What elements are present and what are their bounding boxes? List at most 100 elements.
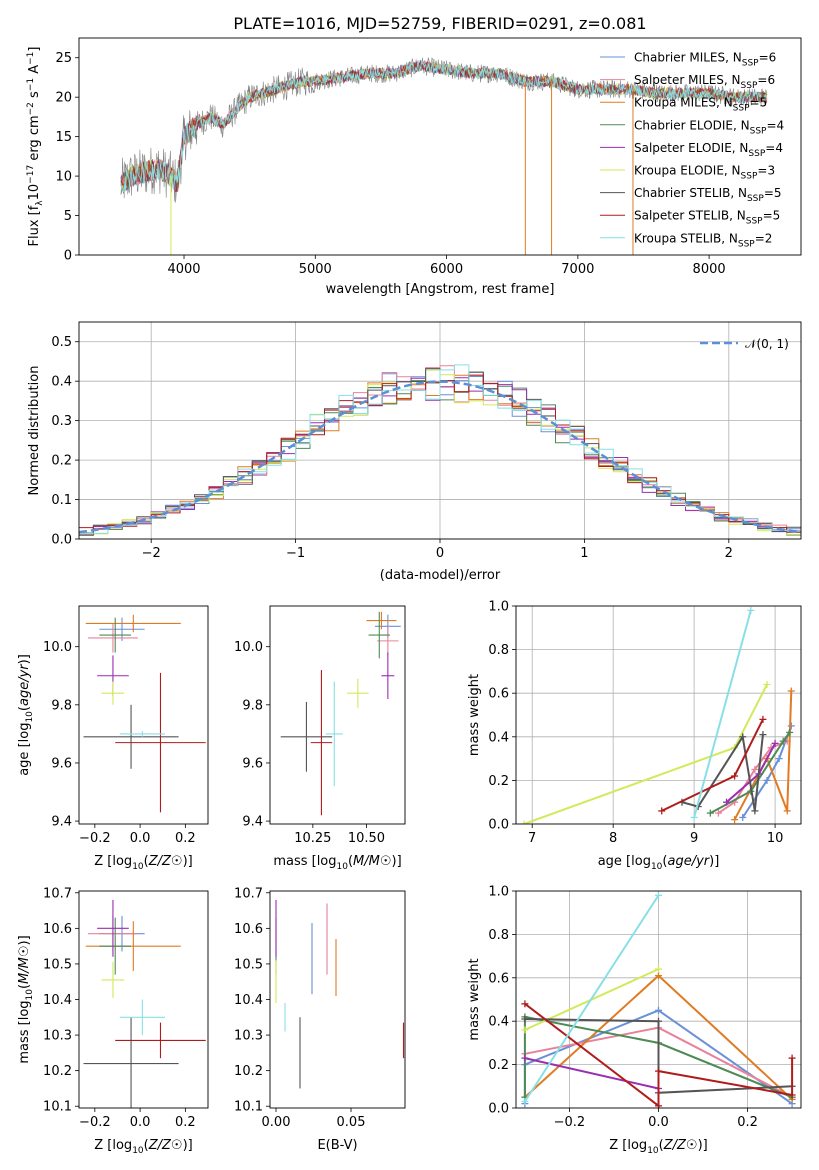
y-tick-label: 1.0 bbox=[488, 885, 509, 900]
x-axis-label: age [log10(age/yr)] bbox=[598, 854, 720, 872]
x-tick-label: 0.2 bbox=[175, 1115, 196, 1130]
x-tick-label: −1 bbox=[286, 546, 305, 561]
plot-area bbox=[280, 611, 401, 816]
x-tick-label: −0.2 bbox=[79, 831, 111, 846]
y-tick-label: 10.5 bbox=[43, 957, 72, 972]
x-tick-label: 0 bbox=[436, 546, 444, 561]
y-axis-label: mass weight bbox=[467, 958, 482, 1040]
axes-frame bbox=[515, 890, 802, 1109]
x-tick-label: 10.25 bbox=[294, 831, 331, 846]
x-tick-label: −0.2 bbox=[554, 1115, 586, 1130]
x-axis-label: Z [log10(Z/Z☉)] bbox=[94, 854, 192, 872]
axes-frame bbox=[78, 890, 209, 1109]
y-tick-label: 10.6 bbox=[43, 922, 72, 937]
legend-label: Chabrier MILES, NSSP=6 bbox=[634, 51, 776, 69]
x-axis-label: (data-model)/error bbox=[380, 568, 501, 583]
y-tick-label: 9.6 bbox=[242, 756, 263, 771]
x-tick-label: 0.2 bbox=[175, 831, 196, 846]
axes-frame bbox=[78, 321, 802, 540]
legend-label: Salpeter ELODIE, NSSP=4 bbox=[634, 141, 783, 159]
axes-frame bbox=[78, 37, 802, 256]
y-axis-label: mass [log10(M/M☉)] bbox=[17, 935, 35, 1063]
x-tick-label: 0.0 bbox=[648, 1115, 669, 1130]
y-tick-label: 0.4 bbox=[488, 1015, 509, 1030]
y-tick-label: 9.4 bbox=[51, 815, 72, 830]
y-tick-label: 25 bbox=[55, 51, 72, 66]
y-tick-label: 0.4 bbox=[51, 375, 72, 390]
x-tick-label: 2 bbox=[725, 546, 733, 561]
y-tick-label: 10.7 bbox=[43, 886, 72, 901]
y-tick-label: 9.6 bbox=[51, 756, 72, 771]
x-axis-label: mass [log10(M/M☉)] bbox=[273, 854, 401, 872]
x-axis-label: wavelength [Angstrom, rest frame] bbox=[326, 282, 555, 297]
y-tick-label: 0 bbox=[64, 249, 72, 264]
model-spectrum-kroupa_stelib bbox=[120, 60, 768, 193]
plot-area bbox=[516, 606, 801, 824]
axes-age_vs_Z: −0.2 0.0 0.2 9.4 9.6 9.8 10.0 Z [log10(Z/Z☉)] ag… bbox=[17, 605, 209, 872]
y-tick-label: 10.1 bbox=[43, 1100, 72, 1115]
y-tick-label: 10.0 bbox=[234, 640, 263, 655]
y-tick-label: 10.3 bbox=[234, 1029, 263, 1044]
y-tick-label: 0.2 bbox=[488, 1058, 509, 1073]
plot-area bbox=[83, 899, 206, 1108]
x-axis-label: E(B-V) bbox=[317, 1138, 357, 1153]
weight-line-chabrier_stelib bbox=[524, 1018, 793, 1094]
y-tick-label: 0.2 bbox=[51, 454, 72, 469]
x-tick-label: 10.50 bbox=[348, 831, 385, 846]
y-tick-label: 15 bbox=[55, 130, 72, 145]
plot-area bbox=[516, 891, 801, 1108]
plot-area bbox=[79, 322, 801, 539]
x-tick-label: 7000 bbox=[561, 262, 594, 277]
x-tick-label: −0.2 bbox=[79, 1115, 111, 1130]
weight-line-kroupa_miles bbox=[733, 690, 793, 821]
x-tick-label: 0.2 bbox=[737, 1115, 758, 1130]
x-tick-label: −2 bbox=[142, 546, 161, 561]
axes-weight_vs_age: 7 8 9 10 0.0 0.2 0.4 0.6 0.8 1.0 age [log10(age/yr… bbox=[467, 600, 802, 872]
legend: Chabrier MILES, NSSP=6 Salpeter MILES, NS… bbox=[600, 51, 784, 249]
x-tick-label: 6000 bbox=[430, 262, 463, 277]
legend-label: Chabrier STELIB, NSSP=5 bbox=[634, 186, 782, 204]
plot-area bbox=[275, 899, 405, 1089]
axes-frame bbox=[269, 890, 406, 1109]
y-tick-label: 10.2 bbox=[234, 1064, 263, 1079]
x-tick-label: 9 bbox=[690, 831, 698, 846]
axes-age_vs_mass: 10.25 10.50 9.4 9.6 9.8 10.0 mass [log10(M/M☉)… bbox=[234, 605, 406, 872]
plot-area bbox=[120, 57, 768, 255]
y-tick-label: 10.4 bbox=[234, 993, 263, 1008]
x-tick-label: 8000 bbox=[693, 262, 726, 277]
x-tick-label: 8 bbox=[609, 831, 617, 846]
y-tick-label: 9.8 bbox=[242, 698, 263, 713]
x-tick-label: 0.0 bbox=[130, 1115, 151, 1130]
gaussian-curve bbox=[79, 380, 801, 534]
y-axis-label: mass weight bbox=[467, 674, 482, 756]
y-tick-label: 10.0 bbox=[43, 640, 72, 655]
y-tick-label: 10.5 bbox=[234, 957, 263, 972]
y-tick-label: 10.1 bbox=[234, 1100, 263, 1115]
y-tick-label: 20 bbox=[55, 91, 72, 106]
weight-line-kroupa_stelib bbox=[693, 610, 752, 818]
histogram-kroupa_stelib bbox=[79, 364, 801, 534]
x-tick-label: 10 bbox=[767, 831, 784, 846]
y-tick-label: 9.4 bbox=[242, 815, 263, 830]
legend-label: Salpeter STELIB, NSSP=5 bbox=[634, 209, 780, 227]
axes-residuals: −2 −1 0 1 2 0.0 0.1 0.2 0.3 0.4 0.5 (data-model)/er… bbox=[27, 321, 802, 583]
y-tick-label: 9.8 bbox=[51, 698, 72, 713]
figure-title: PLATE=1016, MJD=52759, FIBERID=0291, z=0… bbox=[233, 14, 646, 33]
weight-line-kroupa_stelib bbox=[524, 894, 660, 1103]
plot-layer: 4000 5000 6000 7000 80000510152025wavelength… bbox=[17, 37, 802, 1156]
y-axis-label: age [log10(age/yr)] bbox=[17, 654, 35, 776]
y-tick-label: 5 bbox=[64, 209, 72, 224]
y-tick-label: 10 bbox=[55, 170, 72, 185]
y-tick-label: 0.4 bbox=[488, 730, 509, 745]
x-tick-label: 0.00 bbox=[262, 1115, 291, 1130]
axes-mass_vs_ebv: 0.00 0.05 10.1 10.2 10.3 10.4 10.5 10.6 10.7 E(B-… bbox=[234, 886, 406, 1153]
x-tick-label: 4000 bbox=[167, 262, 200, 277]
y-tick-label: 0.1 bbox=[51, 493, 72, 508]
y-tick-label: 0.8 bbox=[488, 643, 509, 658]
legend-label: Kroupa STELIB, NSSP=2 bbox=[634, 231, 772, 249]
legend-label: Kroupa ELODIE, NSSP=3 bbox=[634, 164, 775, 182]
weight-line-salpeter_elodie bbox=[524, 1057, 659, 1090]
y-axis-label: Flux [fλ10−17 erg cm−2 s−1 A−1] bbox=[26, 47, 45, 247]
x-axis-label: Z [log10(Z/Z☉)] bbox=[609, 1138, 707, 1156]
x-tick-label: 5000 bbox=[299, 262, 332, 277]
